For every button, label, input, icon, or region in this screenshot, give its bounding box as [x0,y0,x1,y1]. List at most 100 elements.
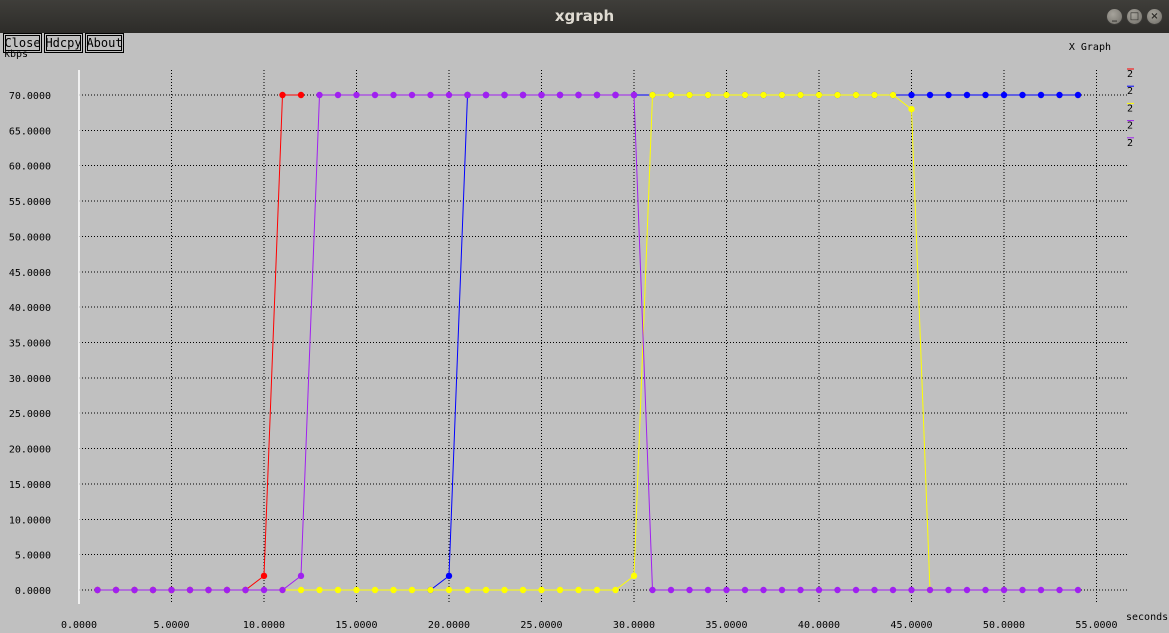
data-point [390,91,397,99]
y-tick-label: 45.0000 [9,268,51,279]
y-tick-label: 70.0000 [9,91,51,102]
chart-title: X Graph [1069,42,1111,53]
data-point [982,586,989,594]
data-point [149,586,157,594]
about-button[interactable]: About [85,33,124,53]
data-point [871,91,878,99]
data-point [1074,91,1082,99]
data-point [408,91,416,99]
data-point [1056,91,1063,99]
legend-entry: 2 [1127,69,1133,80]
data-point [612,91,619,99]
maximize-icon[interactable]: □ [1126,8,1143,25]
x-tick-label: 20.0000 [428,620,470,631]
data-point [1037,586,1045,594]
y-tick-label: 35.0000 [9,339,51,350]
data-point [667,586,675,594]
data-point [1019,586,1026,594]
legend-entry: 2 [1127,138,1133,149]
data-point [963,91,971,99]
y-tick-label: 50.0000 [9,232,51,243]
data-point [334,91,342,99]
x-tick-label: 50.0000 [983,620,1025,631]
data-point [945,91,952,99]
data-point [445,572,453,580]
hdcpy-button[interactable]: Hdcpy [44,33,83,53]
close-button[interactable]: Close [3,33,42,53]
close-icon[interactable]: × [1146,8,1163,25]
data-point [686,91,693,99]
series [94,91,1082,594]
data-point [575,586,582,594]
data-point [1074,586,1082,594]
minimize-icon[interactable]: _ [1106,8,1123,25]
data-point [982,91,989,99]
data-point [445,586,453,594]
y-tick-label: 5.0000 [15,551,51,562]
data-point [464,91,471,99]
data-point [242,586,249,594]
x-tick-label: 10.0000 [243,620,285,631]
data-point [741,586,749,594]
data-point [408,586,416,594]
x-tick-label: 25.0000 [520,620,562,631]
data-point [778,586,786,594]
data-point [205,586,212,594]
data-point [427,91,434,99]
data-point [482,586,490,594]
data-point [889,91,897,99]
data-point [94,586,101,594]
y-axis-label: kbps [4,49,28,60]
data-point [649,91,656,99]
data-point [519,586,527,594]
data-point [445,91,453,99]
data-point [704,586,712,594]
data-point [501,586,508,594]
x-tick-label: 40.0000 [798,620,840,631]
data-point [279,91,286,99]
data-point [1000,91,1008,99]
data-point [464,586,471,594]
data-point [501,91,508,99]
y-tick-label: 10.0000 [9,515,51,526]
window-title: xgraph [554,7,615,25]
data-point [371,91,379,99]
data-point [815,91,823,99]
data-point [649,586,656,594]
axes: 0.0000 5.0000 10.0000 15.0000 20.0000 25.0000… [9,70,1118,631]
x-tick-label: 30.0000 [613,620,655,631]
y-tick-label: 0.0000 [15,586,51,597]
data-point [871,586,878,594]
data-point [223,586,231,594]
data-point [297,586,305,594]
y-tick-label: 60.0000 [9,162,51,173]
data-point [741,91,749,99]
y-tick-label: 65.0000 [9,126,51,137]
data-point [371,586,379,594]
data-point [427,586,434,594]
window-titlebar: xgraph _ □ × [0,0,1169,33]
y-tick-label: 30.0000 [9,374,51,385]
y-tick-label: 25.0000 [9,409,51,420]
y-tick-label: 20.0000 [9,445,51,456]
data-point [1037,91,1045,99]
data-point [945,586,952,594]
data-point [723,91,730,99]
data-point [575,91,582,99]
data-point [353,91,360,99]
data-point [686,586,693,594]
legend-entry: 2 [1127,103,1133,114]
x-tick-label: 0.0000 [61,620,97,631]
data-point [538,586,545,594]
data-point [297,572,305,580]
data-point [279,586,286,594]
data-point [963,586,971,594]
data-point [667,91,675,99]
data-point [186,586,194,594]
data-point [334,586,342,594]
data-point [519,91,527,99]
data-point [316,586,323,594]
data-point [1000,586,1008,594]
data-point [630,91,638,99]
